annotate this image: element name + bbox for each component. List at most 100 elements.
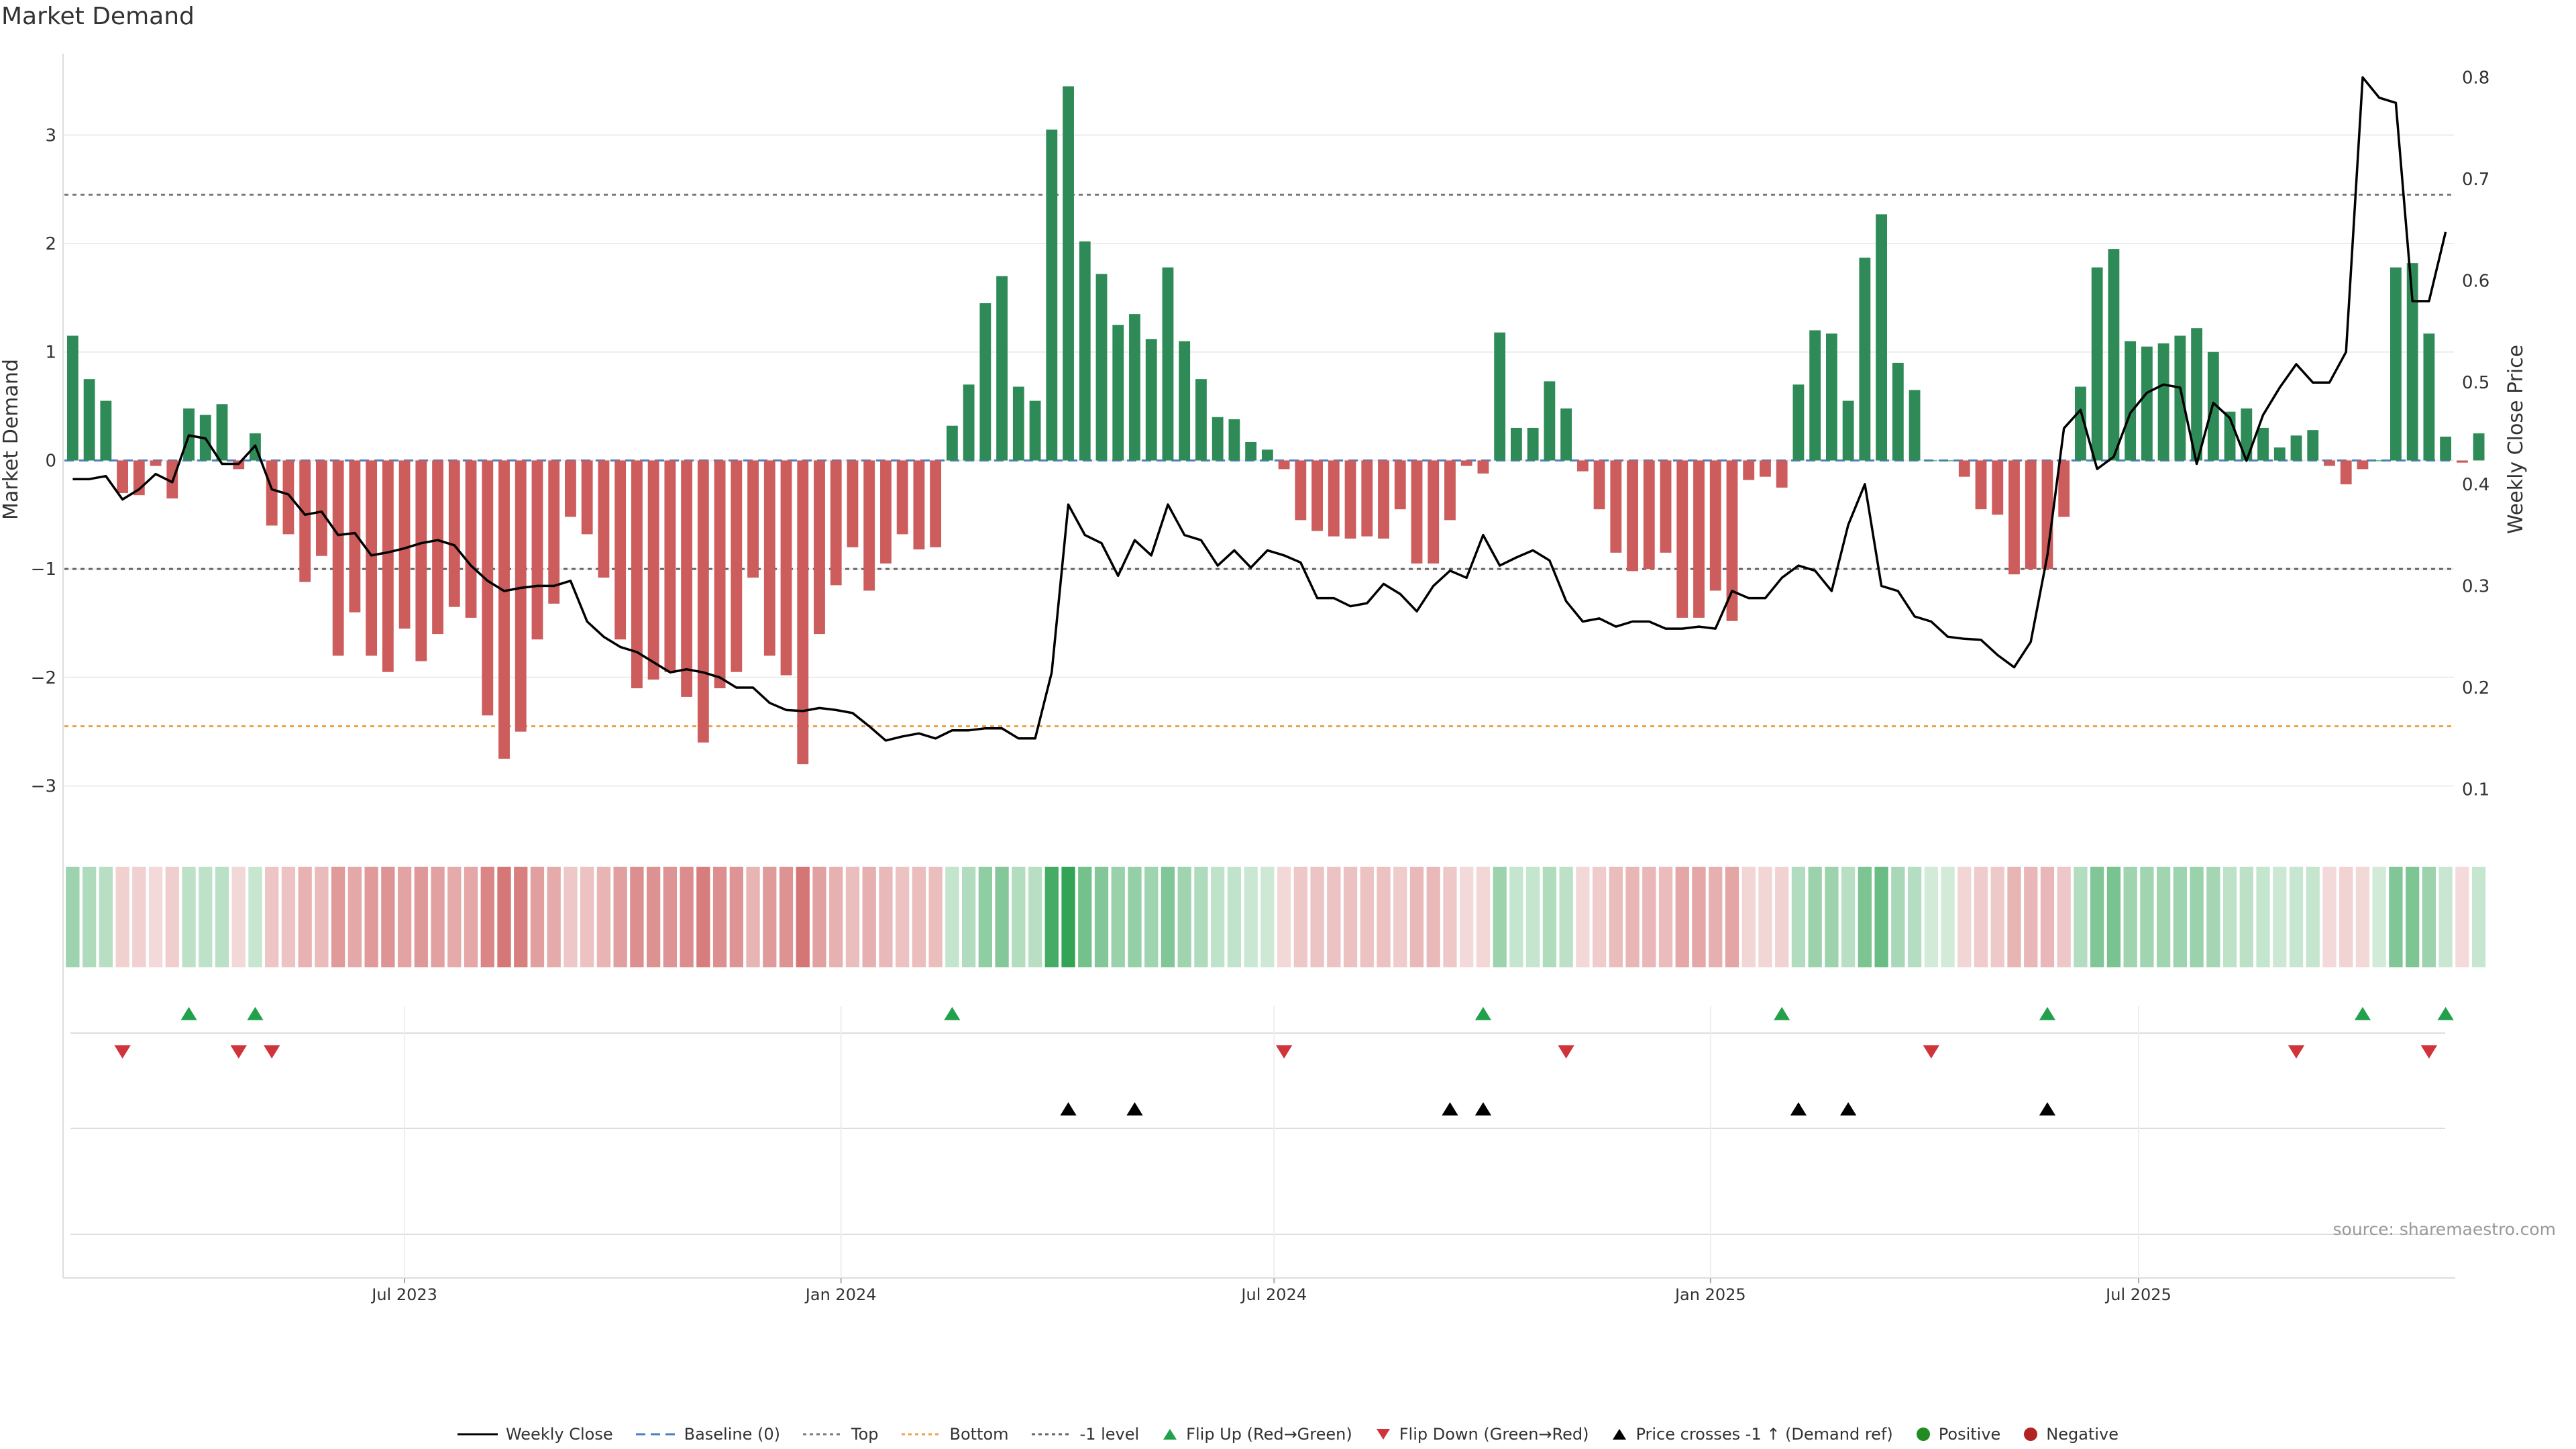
heat-cell bbox=[696, 867, 710, 967]
heat-cell bbox=[99, 867, 113, 967]
heat-cell bbox=[845, 867, 860, 967]
heat-cell bbox=[796, 867, 810, 967]
heat-cell bbox=[2471, 867, 2486, 967]
demand-bar bbox=[1809, 330, 1821, 461]
demand-bar bbox=[531, 460, 543, 640]
demand-bar bbox=[349, 460, 361, 612]
demand-bar bbox=[1560, 408, 1572, 461]
heat-cell bbox=[879, 867, 893, 967]
signal-rows bbox=[70, 1006, 2454, 1278]
heat-cell bbox=[1260, 867, 1275, 967]
legend-triangle-up-icon bbox=[1613, 1429, 1627, 1440]
demand-bar bbox=[1394, 460, 1406, 510]
heat-cell bbox=[1012, 867, 1026, 967]
heat-cell bbox=[2256, 867, 2270, 967]
x-tick-label: Jan 2024 bbox=[804, 1285, 877, 1304]
heat-cell bbox=[2389, 867, 2403, 967]
heat-cell bbox=[2007, 867, 2021, 967]
y2-tick-label: 0.8 bbox=[2462, 68, 2489, 88]
legend-line-icon bbox=[457, 1433, 498, 1436]
heat-cell bbox=[945, 867, 959, 967]
heat-cell bbox=[431, 867, 445, 967]
heat-cell bbox=[364, 867, 378, 967]
demand-bar bbox=[2423, 333, 2435, 461]
heat-cell bbox=[1692, 867, 1706, 967]
heat-cell bbox=[1161, 867, 1175, 967]
demand-bar bbox=[797, 460, 809, 765]
legend-triangle-down-icon bbox=[1376, 1429, 1390, 1440]
source-note: source: sharemaestro.com bbox=[2332, 1220, 2557, 1239]
demand-bar bbox=[2456, 460, 2468, 463]
heat-cell bbox=[2289, 867, 2304, 967]
x-tick-label: Jan 2025 bbox=[1674, 1285, 1746, 1304]
heat-cell bbox=[1360, 867, 1374, 967]
demand-bar bbox=[1760, 460, 1771, 477]
legend-dash-icon bbox=[635, 1433, 676, 1436]
demand-bar bbox=[1328, 460, 1340, 537]
demand-bar bbox=[2141, 346, 2153, 461]
demand-bar bbox=[2191, 328, 2203, 461]
heat-cell bbox=[2206, 867, 2220, 967]
demand-bar bbox=[863, 460, 875, 591]
heat-cell bbox=[2306, 867, 2320, 967]
heat-cell bbox=[763, 867, 777, 967]
legend-label: Top bbox=[851, 1425, 879, 1444]
weekly-close-line bbox=[72, 76, 2447, 742]
demand-bar bbox=[1428, 460, 1440, 564]
demand-bar bbox=[498, 460, 510, 759]
heat-cell bbox=[1493, 867, 1507, 967]
demand-bar bbox=[315, 460, 327, 556]
demand-bar bbox=[930, 460, 942, 547]
legend-item: Flip Down (Green→Red) bbox=[1375, 1425, 1589, 1444]
price-cross-marker bbox=[1474, 1102, 1492, 1116]
demand-bar bbox=[2025, 460, 2037, 570]
demand-bar bbox=[282, 460, 294, 535]
heat-cell bbox=[1443, 867, 1457, 967]
demand-bar bbox=[1460, 460, 1472, 466]
heat-cell bbox=[1393, 867, 1407, 967]
demand-bar bbox=[1527, 427, 1539, 461]
heat-cell bbox=[1642, 867, 1656, 967]
demand-bar bbox=[814, 460, 825, 635]
demand-bar bbox=[1162, 267, 1174, 461]
demand-bar bbox=[2324, 460, 2335, 466]
demand-bar bbox=[1046, 129, 1058, 461]
y2-tick-label: 0.3 bbox=[2462, 576, 2489, 596]
demand-bar bbox=[1892, 362, 1904, 461]
demand-bar bbox=[1145, 339, 1157, 461]
heat-cell bbox=[182, 867, 196, 967]
demand-bar bbox=[1029, 400, 1041, 461]
demand-bar bbox=[299, 460, 311, 582]
heat-cell bbox=[1327, 867, 1341, 967]
heat-cell bbox=[1460, 867, 1474, 967]
heat-cell bbox=[1078, 867, 1092, 967]
heat-cell bbox=[2106, 867, 2121, 967]
heat-cell bbox=[1758, 867, 1772, 967]
x-tick-label: Jul 2023 bbox=[370, 1285, 437, 1304]
heat-cell bbox=[1725, 867, 1739, 967]
heat-cell bbox=[82, 867, 97, 967]
heat-cell bbox=[1808, 867, 1822, 967]
demand-bar bbox=[366, 460, 378, 656]
heat-cell bbox=[1409, 867, 1424, 967]
demand-bar bbox=[1676, 460, 1688, 618]
heat-cell bbox=[1825, 867, 1839, 967]
legend-item: Bottom bbox=[901, 1425, 1009, 1444]
heat-cell bbox=[1128, 867, 1142, 967]
heat-cell bbox=[1244, 867, 1258, 967]
demand-bar bbox=[2125, 341, 2137, 461]
heat-cell bbox=[215, 867, 229, 967]
legend-item: Price crosses -1 ↑ (Demand ref) bbox=[1611, 1425, 1893, 1444]
legend-label: Positive bbox=[1938, 1425, 2001, 1444]
legend-item: -1 level bbox=[1031, 1425, 1139, 1444]
heat-cell bbox=[1559, 867, 1573, 967]
demand-bar bbox=[2075, 386, 2086, 461]
demand-bar bbox=[1295, 460, 1307, 521]
heat-cell bbox=[514, 867, 528, 967]
demand-bar bbox=[1411, 460, 1423, 564]
price-cross-marker bbox=[2039, 1102, 2056, 1116]
heat-cell bbox=[480, 867, 494, 967]
demand-bar bbox=[664, 460, 676, 672]
demand-bar bbox=[681, 460, 693, 697]
